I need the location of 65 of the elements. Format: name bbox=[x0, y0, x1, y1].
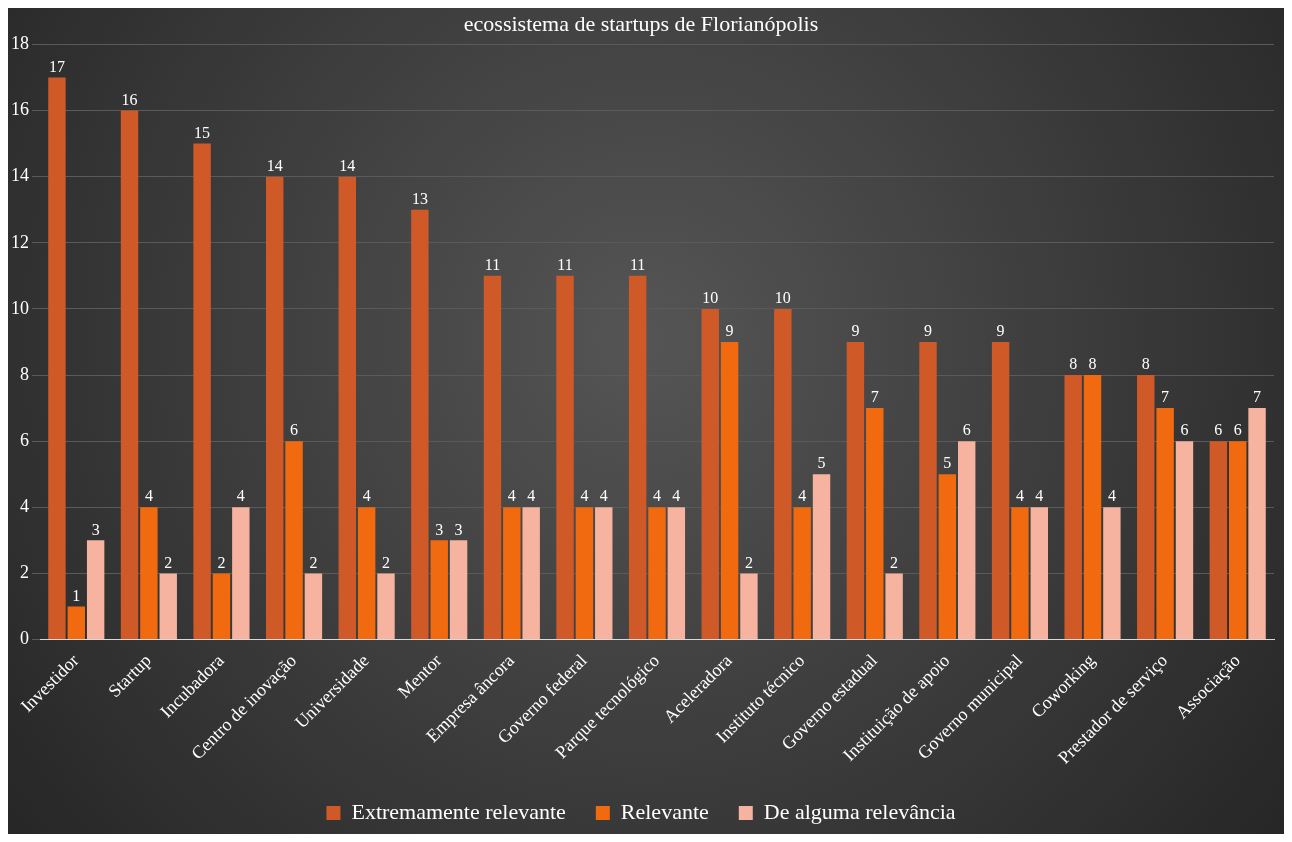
data-label: 9 bbox=[851, 322, 860, 340]
data-label: 2 bbox=[217, 553, 226, 571]
data-label: 9 bbox=[924, 322, 932, 340]
y-tick-label: 0 bbox=[20, 628, 29, 649]
data-label: 6 bbox=[290, 421, 299, 439]
data-label: 3 bbox=[454, 520, 463, 538]
legend-label: Extremamente relevante bbox=[351, 798, 566, 824]
y-tick-label: 12 bbox=[11, 231, 29, 252]
data-label: 8 bbox=[1141, 355, 1150, 373]
data-label: 2 bbox=[744, 553, 753, 571]
data-label: 8 bbox=[1088, 355, 1097, 373]
data-label: 11 bbox=[557, 256, 573, 274]
data-label: 2 bbox=[890, 553, 899, 571]
data-label: 2 bbox=[382, 553, 390, 571]
data-label: 4 bbox=[1107, 487, 1116, 505]
data-label: 5 bbox=[943, 454, 952, 472]
data-label: 13 bbox=[411, 189, 428, 207]
y-tick-label: 10 bbox=[11, 297, 29, 318]
data-label: 4 bbox=[653, 487, 661, 505]
legend-label: Relevante bbox=[620, 798, 709, 824]
data-label: 4 bbox=[1015, 487, 1024, 505]
data-label: 7 bbox=[870, 388, 879, 406]
data-label: 3 bbox=[435, 520, 444, 538]
data-label: 4 bbox=[527, 487, 536, 505]
data-label: 14 bbox=[266, 156, 283, 174]
data-label: 4 bbox=[798, 487, 807, 505]
data-label: 4 bbox=[362, 487, 371, 505]
data-label: 1 bbox=[72, 586, 81, 604]
data-label: 17 bbox=[48, 57, 65, 75]
data-label: 11 bbox=[484, 256, 501, 274]
y-tick-label: 6 bbox=[20, 429, 29, 450]
data-label: 16 bbox=[121, 90, 138, 108]
data-label: 4 bbox=[1035, 487, 1044, 505]
data-label: 15 bbox=[194, 123, 211, 141]
chart-title: ecossistema de startups de Florianópolis bbox=[463, 10, 819, 36]
data-label: 4 bbox=[599, 487, 608, 505]
data-label: 11 bbox=[629, 256, 646, 274]
data-label: 9 bbox=[996, 322, 1005, 340]
data-label: 6 bbox=[1214, 421, 1223, 439]
data-label: 10 bbox=[702, 289, 719, 307]
data-label: 4 bbox=[672, 487, 681, 505]
data-label: 6 bbox=[1233, 421, 1242, 439]
data-label: 6 bbox=[962, 421, 971, 439]
data-label: 14 bbox=[339, 156, 356, 174]
data-label: 9 bbox=[725, 322, 734, 340]
data-label: 4 bbox=[580, 487, 589, 505]
data-label: 4 bbox=[144, 487, 153, 505]
data-label: 7 bbox=[1161, 388, 1170, 406]
data-label: 2 bbox=[309, 553, 318, 571]
data-label: 5 bbox=[817, 454, 826, 472]
data-label: 3 bbox=[91, 520, 100, 538]
data-label: 6 bbox=[1180, 421, 1189, 439]
y-tick-label: 14 bbox=[11, 165, 29, 186]
data-label: 7 bbox=[1253, 388, 1262, 406]
data-label: 4 bbox=[507, 487, 516, 505]
y-tick-label: 2 bbox=[20, 562, 29, 583]
y-tick-label: 8 bbox=[20, 363, 29, 384]
data-label: 8 bbox=[1069, 355, 1078, 373]
data-label: 10 bbox=[774, 289, 791, 307]
y-tick-label: 18 bbox=[11, 33, 29, 54]
data-label: 2 bbox=[164, 553, 173, 571]
y-tick-label: 4 bbox=[20, 496, 29, 517]
data-label: 4 bbox=[236, 487, 245, 505]
y-tick-label: 16 bbox=[11, 99, 29, 120]
legend-label: De alguma relevância bbox=[763, 798, 956, 824]
